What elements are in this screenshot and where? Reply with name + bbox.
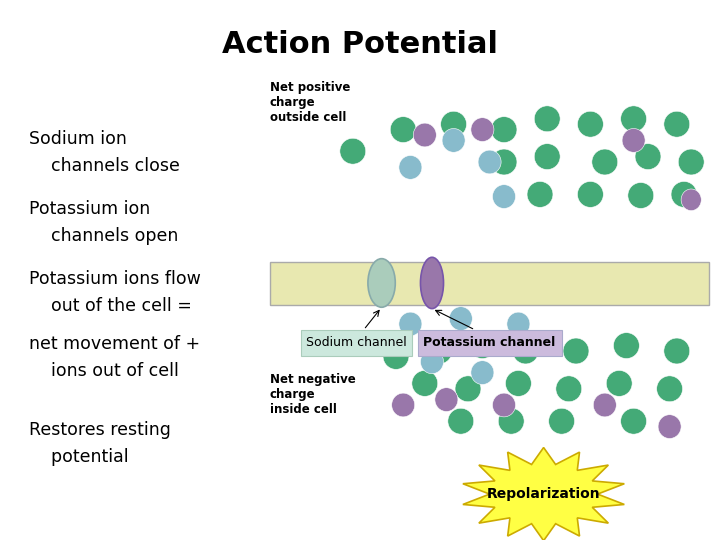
Text: ions out of cell: ions out of cell: [29, 362, 179, 380]
Text: Action Potential: Action Potential: [222, 30, 498, 59]
Bar: [270, 262, 709, 305]
Ellipse shape: [435, 388, 458, 411]
Ellipse shape: [491, 149, 517, 175]
Ellipse shape: [534, 144, 560, 170]
Text: Repolarization: Repolarization: [487, 487, 600, 501]
Text: out of the cell =: out of the cell =: [29, 297, 192, 315]
Ellipse shape: [563, 338, 589, 364]
Bar: [418, 330, 562, 356]
Ellipse shape: [449, 307, 472, 330]
Text: Potassium channel: Potassium channel: [423, 336, 556, 349]
Ellipse shape: [527, 181, 553, 207]
Ellipse shape: [426, 338, 452, 364]
Text: Net negative
charge
inside cell: Net negative charge inside cell: [270, 373, 356, 416]
Ellipse shape: [577, 181, 603, 207]
Ellipse shape: [621, 408, 647, 434]
Ellipse shape: [658, 415, 681, 438]
Ellipse shape: [368, 259, 395, 307]
Ellipse shape: [399, 312, 422, 336]
Ellipse shape: [392, 393, 415, 417]
Ellipse shape: [471, 361, 494, 384]
Ellipse shape: [664, 111, 690, 137]
Ellipse shape: [420, 350, 444, 374]
Text: Sodium channel: Sodium channel: [306, 336, 407, 349]
Ellipse shape: [657, 376, 683, 402]
Ellipse shape: [399, 156, 422, 179]
Ellipse shape: [549, 408, 575, 434]
Ellipse shape: [448, 408, 474, 434]
Ellipse shape: [442, 129, 465, 152]
Text: channels close: channels close: [29, 157, 180, 174]
Text: Sodium ion: Sodium ion: [29, 130, 127, 147]
Bar: [301, 330, 412, 356]
Ellipse shape: [593, 393, 616, 417]
Ellipse shape: [498, 408, 524, 434]
Ellipse shape: [507, 312, 530, 336]
Ellipse shape: [577, 111, 603, 137]
Ellipse shape: [681, 189, 701, 211]
Ellipse shape: [413, 123, 436, 147]
Ellipse shape: [340, 138, 366, 164]
Ellipse shape: [592, 149, 618, 175]
Ellipse shape: [621, 106, 647, 132]
Ellipse shape: [505, 370, 531, 396]
Ellipse shape: [455, 376, 481, 402]
Polygon shape: [463, 448, 624, 540]
Ellipse shape: [471, 118, 494, 141]
Text: Potassium ions flow: Potassium ions flow: [29, 270, 201, 288]
Ellipse shape: [412, 370, 438, 396]
Ellipse shape: [622, 129, 645, 152]
Text: Potassium ion: Potassium ion: [29, 200, 150, 218]
Ellipse shape: [556, 376, 582, 402]
Ellipse shape: [664, 338, 690, 364]
Text: potential: potential: [29, 448, 128, 466]
Ellipse shape: [491, 117, 517, 143]
Ellipse shape: [492, 185, 516, 208]
Text: net movement of +: net movement of +: [29, 335, 200, 353]
Ellipse shape: [628, 183, 654, 208]
Ellipse shape: [635, 144, 661, 170]
Ellipse shape: [441, 111, 467, 137]
Ellipse shape: [390, 117, 416, 143]
Text: Net positive
charge
outside cell: Net positive charge outside cell: [270, 81, 351, 124]
Ellipse shape: [420, 258, 444, 309]
Ellipse shape: [513, 338, 539, 364]
Ellipse shape: [678, 149, 704, 175]
Ellipse shape: [383, 343, 409, 369]
Ellipse shape: [613, 333, 639, 359]
Ellipse shape: [469, 333, 495, 359]
Ellipse shape: [606, 370, 632, 396]
Ellipse shape: [534, 106, 560, 132]
Ellipse shape: [478, 150, 501, 174]
Text: channels open: channels open: [29, 227, 178, 245]
Ellipse shape: [671, 181, 697, 207]
Text: Restores resting: Restores resting: [29, 421, 171, 439]
Ellipse shape: [492, 393, 516, 417]
